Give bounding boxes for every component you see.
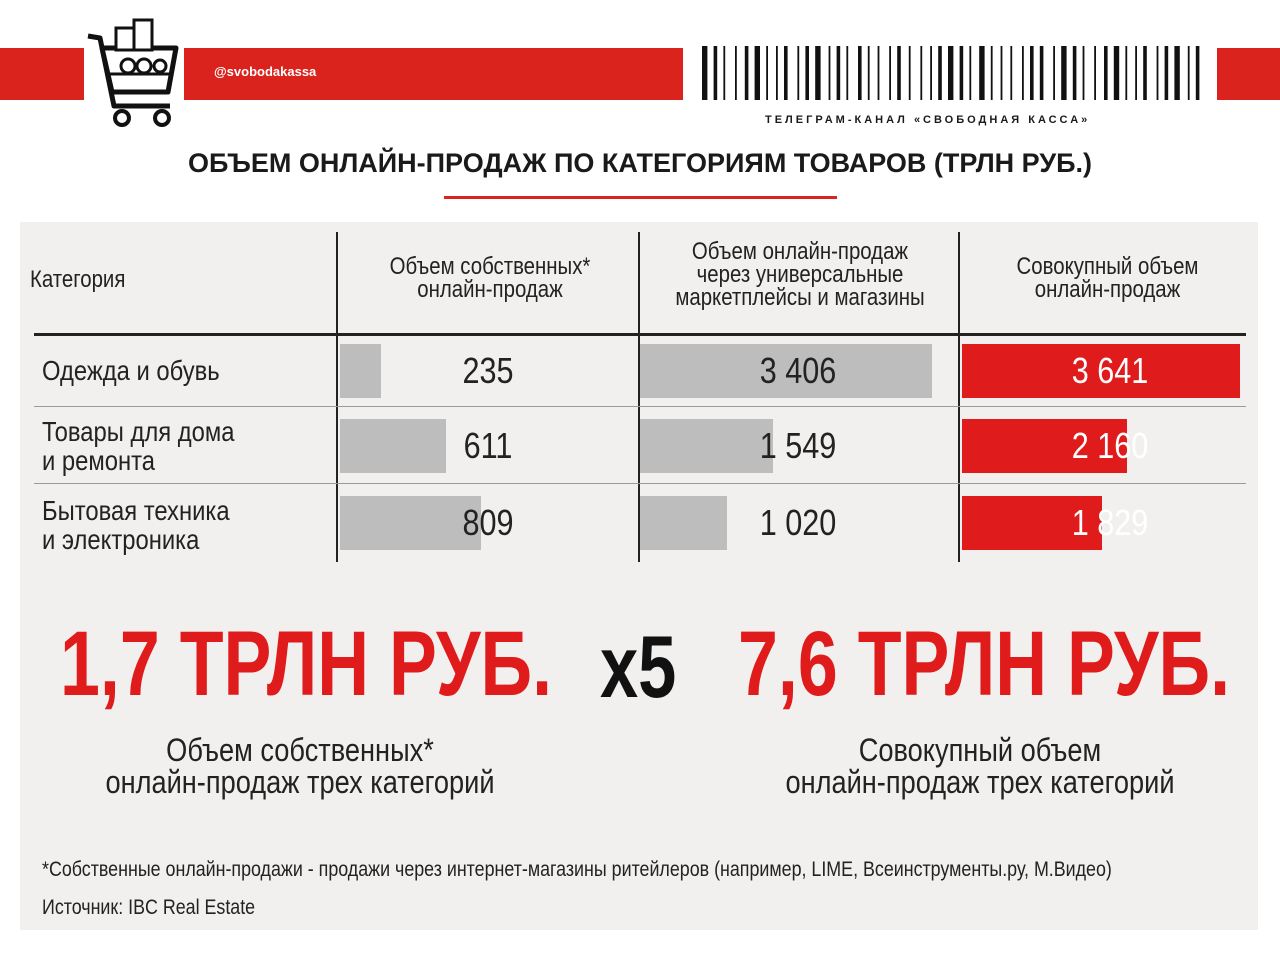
channel-caption: ТЕЛЕГРАМ-КАНАЛ «СВОБОДНАЯ КАССА» [765,114,1091,126]
column-divider [336,232,338,562]
multiplier: x5 [600,617,677,716]
total-sales-value: 1 829 [1071,502,1149,543]
total-sales-bar [962,344,1240,398]
marketplace-sales-bar [640,419,773,473]
channel-handle: @svobodakassa [214,64,317,79]
column-header-marketplace-sales: Объем онлайн-продаж через универсальные … [675,238,925,311]
category-label: Бытовая техника и электроника [42,495,230,555]
own-sales-total: 1,7 ТРЛН РУБ. [60,613,553,715]
total-sales-caption: Совокупный объем онлайн-продаж трех кате… [785,732,1175,800]
own-sales-value: 235 [462,350,514,391]
footnote: *Собственные онлайн-продажи - продажи че… [42,858,1112,881]
own-sales-bar [340,419,446,473]
shopping-cart-icon [84,14,184,134]
category-label: Товары для дома и ремонта [42,416,235,476]
own-sales-bar [340,344,381,398]
source-note: Источник: IBC Real Estate [42,896,256,919]
header-band-right [1217,48,1280,100]
row-divider [34,406,1246,407]
marketplace-sales-bar [640,344,932,398]
header-band-left [0,48,78,100]
total-sales-value: 2 160 [1071,425,1149,466]
column-divider [638,232,640,562]
total-sales-bar [962,419,1127,473]
marketplace-sales-bar [640,496,727,550]
own-sales-bar [340,496,481,550]
page-title: ОБЪЕМ ОНЛАЙН-ПРОДАЖ ПО КАТЕГОРИЯМ ТОВАРО… [187,148,1093,178]
total-sales-bar [962,496,1102,550]
marketplace-sales-value: 3 406 [759,350,837,391]
title-underline [444,196,837,199]
column-divider [958,232,960,562]
own-sales-value: 611 [463,425,513,466]
marketplace-sales-value: 1 549 [759,425,837,466]
column-header-total-sales: Совокупный объем онлайн-продаж [1016,253,1199,303]
total-sales-total: 7,6 ТРЛН РУБ. [738,613,1231,715]
category-label: Одежда и обувь [42,355,220,386]
own-sales-value: 809 [462,502,514,543]
column-header-category: Категория [30,266,126,293]
row-divider [34,483,1246,484]
marketplace-sales-value: 1 020 [759,502,837,543]
total-sales-value: 3 641 [1071,350,1149,391]
header-rule [34,333,1246,336]
own-sales-caption: Объем собственных* онлайн-продаж трех ка… [105,732,495,800]
column-header-own-sales: Объем собственных* онлайн-продаж [389,253,591,303]
barcode-graphic [696,42,1204,104]
